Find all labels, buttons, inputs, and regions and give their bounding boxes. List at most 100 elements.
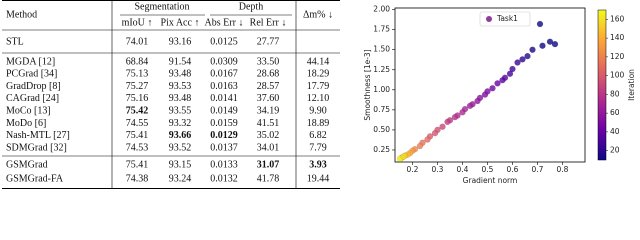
x-tick-label: 0.6 [507,165,519,174]
cell: 75.41 [126,130,149,141]
cell: 12.10 [307,93,330,104]
cell: 37.60 [257,93,280,104]
cell: 9.90 [309,105,327,116]
cell: 93.24 [169,173,192,184]
cell: 0.0167 [210,69,238,80]
plot-area [394,7,586,163]
cell: 28.68 [257,69,280,80]
point [509,65,516,73]
x-tick-label: 0.8 [557,165,569,174]
point [474,97,481,105]
method-name: GradDrop [8] [6,81,61,92]
cell: 68.84 [126,56,149,67]
y-axis-label: Smoothness [1e-3] [363,49,372,120]
cell: 74.38 [126,173,149,184]
cell: 91.54 [169,56,192,67]
colorbar-label: Iteration [627,69,636,101]
x-tick-label: 0.5 [482,165,494,174]
cell: 41.51 [257,118,280,129]
subheader: mIoU ↑ [122,17,153,28]
cell: 0.0133 [210,159,238,170]
cell: 93.48 [169,69,192,80]
point [499,77,506,84]
cell: 0.0129 [210,130,238,141]
subheader: Abs Err ↓ [205,17,244,28]
cell: 93.55 [169,105,192,116]
point [524,52,531,60]
cell: 0.0125 [210,36,238,47]
point [551,40,559,48]
cell: 3.93 [309,159,327,170]
point [431,129,439,137]
colorbar-tick-label: 80 [610,89,620,98]
colorbar-tick-label: 40 [610,127,620,136]
cell: 0.0309 [210,56,238,67]
cell: 75.42 [126,105,149,116]
point [459,109,466,116]
cell: 41.78 [257,173,280,184]
chart: 0.2 0.3 0.4 0.5 0.6 0.7 0.8 0.25 0.50 0.75 1.00 1.2… [363,5,636,185]
colorbar-tick-label: 140 [610,33,625,42]
colorbar-tick-label: 120 [610,52,625,61]
cell: 93.53 [169,81,192,92]
cell: 93.52 [169,142,192,153]
cell: 93.32 [169,118,192,129]
y-tick-label: 1.50 [373,45,390,54]
point [416,142,424,150]
cell: 18.29 [307,69,330,80]
point [481,91,489,98]
method-name: Nash-MTL [27] [6,130,70,141]
cell: 93.66 [169,130,192,141]
cell: 0.0141 [210,93,238,104]
method-name: PCGrad [34] [6,69,57,80]
point [489,85,496,92]
header: Segmentation [135,1,190,12]
legend-label: Task1 [496,14,518,23]
figure: Method Segmentation Depth Δm% ↓ mIoU ↑ Pi… [2,0,636,189]
cell: 27.77 [257,36,280,47]
point [439,123,446,130]
method-name: SDMGrad [32] [6,142,67,153]
cell: 93.48 [169,93,192,104]
cell: 6.82 [309,130,327,141]
colorbar-tick-label: 160 [610,14,625,23]
cell: 34.19 [257,105,280,116]
cell: 17.79 [307,81,330,92]
point [506,70,514,77]
cell: 75.16 [126,93,149,104]
cell: 93.16 [169,36,192,47]
page: {"table": { "header": {"method": "Method… [2,0,636,189]
cell: 0.0163 [210,81,238,92]
table: Method Segmentation Depth Δm% ↓ mIoU ↑ Pi… [2,0,340,189]
point [529,46,536,53]
point [466,102,474,110]
header: Depth [239,1,263,12]
y-tick-label: 0.25 [373,145,390,154]
cell: 0.0149 [210,105,238,116]
y-tick-label: 0.75 [373,105,390,114]
cell: 18.89 [307,118,330,129]
y-tick-label: 0.50 [373,125,390,134]
subheader: Pix Acc ↑ [161,17,200,28]
colorbar-tick-label: 100 [610,71,625,80]
legend-marker [486,16,492,22]
cell: 28.57 [257,81,280,92]
cell: 0.0132 [210,173,238,184]
colorbar-tick-label: 60 [610,108,620,117]
point [539,42,546,49]
method-name: STL [6,36,24,47]
point [400,153,407,160]
method-name: GSMGrad-FA [6,173,64,184]
cell: 75.41 [126,159,149,170]
cell: 93.15 [169,159,192,170]
cell: 0.0159 [210,118,238,129]
cell: 33.50 [257,56,280,67]
cell: 31.07 [257,159,280,170]
cell: 44.14 [307,56,330,67]
y-tick-label: 1.00 [373,85,390,94]
point [444,118,451,126]
point [514,59,521,66]
subheader: Rel Err ↓ [250,17,287,28]
x-tick-label: 0.2 [407,165,419,174]
cell: 35.02 [257,130,280,141]
